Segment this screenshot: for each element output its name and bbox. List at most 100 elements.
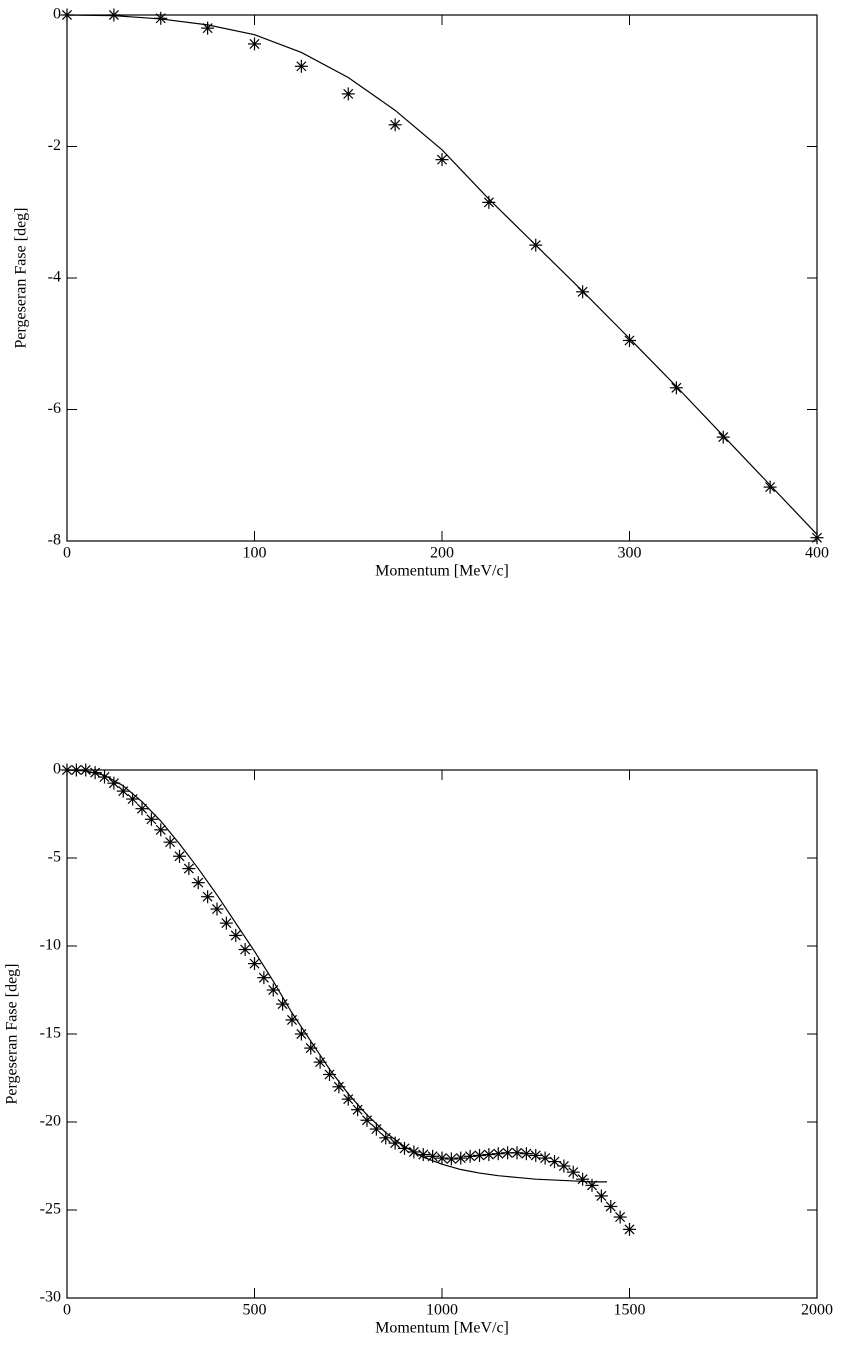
marker bbox=[257, 971, 271, 985]
marker bbox=[79, 763, 93, 777]
y-tick-label: -4 bbox=[48, 269, 61, 286]
marker bbox=[135, 802, 149, 816]
marker-stroke bbox=[333, 1081, 344, 1092]
marker bbox=[173, 849, 186, 863]
marker-stroke bbox=[343, 88, 354, 99]
marker-stroke bbox=[624, 335, 635, 346]
marker-stroke bbox=[436, 1153, 448, 1164]
marker-stroke bbox=[183, 863, 194, 874]
marker bbox=[294, 59, 308, 73]
marker-stroke bbox=[155, 13, 166, 24]
y-tick-label: -30 bbox=[40, 1289, 61, 1306]
marker-stroke bbox=[624, 1224, 635, 1235]
marker bbox=[548, 1155, 561, 1169]
marker-stroke bbox=[399, 1143, 410, 1154]
marker-stroke bbox=[615, 1212, 626, 1223]
marker-stroke bbox=[605, 1201, 616, 1212]
marker bbox=[585, 1178, 599, 1192]
marker-stroke bbox=[549, 1156, 560, 1167]
marker-stroke bbox=[558, 1160, 569, 1172]
marker bbox=[154, 823, 168, 837]
marker bbox=[763, 480, 777, 494]
marker bbox=[388, 118, 402, 132]
marker-stroke bbox=[577, 1174, 588, 1185]
marker-stroke bbox=[455, 1153, 466, 1164]
y-tick-label: -15 bbox=[40, 1025, 61, 1042]
x-tick-label: 1000 bbox=[426, 1302, 458, 1319]
plot-frame bbox=[66, 14, 818, 542]
marker-stroke bbox=[596, 1190, 607, 1201]
marker bbox=[604, 1199, 618, 1213]
marker bbox=[248, 957, 261, 971]
marker bbox=[557, 1159, 571, 1173]
x-tick-label: 1500 bbox=[614, 1302, 646, 1319]
curve bbox=[66, 14, 818, 535]
marker bbox=[341, 87, 355, 101]
marker-stroke bbox=[174, 851, 185, 862]
marker bbox=[163, 835, 177, 849]
marker-stroke bbox=[249, 38, 260, 49]
x-tick-label: 500 bbox=[243, 1302, 267, 1319]
marker bbox=[444, 1152, 458, 1166]
y-tick-label: 0 bbox=[53, 761, 61, 778]
marker-stroke bbox=[483, 1149, 494, 1160]
x-tick-label: 2000 bbox=[801, 1302, 833, 1319]
marker bbox=[435, 1151, 449, 1165]
y-tick-label: -8 bbox=[48, 532, 61, 549]
marker bbox=[201, 21, 215, 35]
marker-stroke bbox=[193, 877, 204, 888]
marker bbox=[510, 1146, 524, 1160]
marker-stroke bbox=[446, 1153, 457, 1164]
marker bbox=[623, 333, 636, 347]
marker-stroke bbox=[483, 197, 494, 208]
marker-stroke bbox=[521, 1148, 532, 1159]
marker-stroke bbox=[108, 9, 119, 21]
marker-stroke bbox=[568, 1167, 579, 1178]
marker bbox=[473, 1148, 486, 1162]
marker bbox=[351, 1103, 365, 1117]
marker bbox=[538, 1151, 552, 1165]
marker-stroke bbox=[211, 904, 223, 915]
marker-stroke bbox=[474, 1150, 485, 1161]
marker-stroke bbox=[765, 482, 776, 493]
marker-stroke bbox=[80, 764, 91, 776]
marker bbox=[416, 1148, 430, 1162]
marker bbox=[454, 1151, 468, 1165]
y-axis-label: Pergeseran Fase [deg] bbox=[13, 208, 30, 349]
y-tick-label: 0 bbox=[53, 6, 61, 23]
marker bbox=[566, 1165, 580, 1179]
marker-stroke bbox=[540, 1153, 551, 1164]
marker bbox=[810, 531, 824, 545]
marker-stroke bbox=[811, 532, 823, 543]
marker-stroke bbox=[465, 1151, 476, 1162]
marker bbox=[219, 916, 233, 930]
x-tick-label: 400 bbox=[805, 545, 829, 562]
marker-stroke bbox=[296, 61, 307, 72]
marker bbox=[435, 153, 449, 167]
y-axis-label: Pergeseran Fase [deg] bbox=[4, 964, 21, 1105]
marker bbox=[229, 928, 243, 942]
marker bbox=[482, 195, 496, 209]
marker-stroke bbox=[202, 891, 213, 902]
marker bbox=[238, 943, 252, 957]
marker-stroke bbox=[249, 958, 260, 969]
marker bbox=[182, 862, 196, 876]
y-tick-label: -6 bbox=[48, 400, 61, 417]
marker-stroke bbox=[493, 1148, 504, 1159]
y-tick-label: -10 bbox=[40, 937, 61, 954]
marker bbox=[623, 1222, 636, 1236]
marker bbox=[576, 1172, 590, 1186]
marker-stroke bbox=[436, 154, 448, 165]
marker-stroke bbox=[502, 1147, 513, 1158]
y-tick-label: -25 bbox=[40, 1201, 61, 1218]
x-tick-label: 100 bbox=[243, 545, 267, 562]
x-tick-label: 300 bbox=[618, 545, 642, 562]
marker-stroke bbox=[390, 1138, 401, 1149]
y-tick-label: -20 bbox=[40, 1113, 61, 1130]
marker-stroke bbox=[240, 944, 251, 955]
marker-stroke bbox=[165, 837, 176, 848]
marker-stroke bbox=[258, 972, 269, 983]
marker-stroke bbox=[671, 382, 682, 393]
marker-stroke bbox=[390, 119, 401, 130]
marker bbox=[529, 1148, 543, 1162]
